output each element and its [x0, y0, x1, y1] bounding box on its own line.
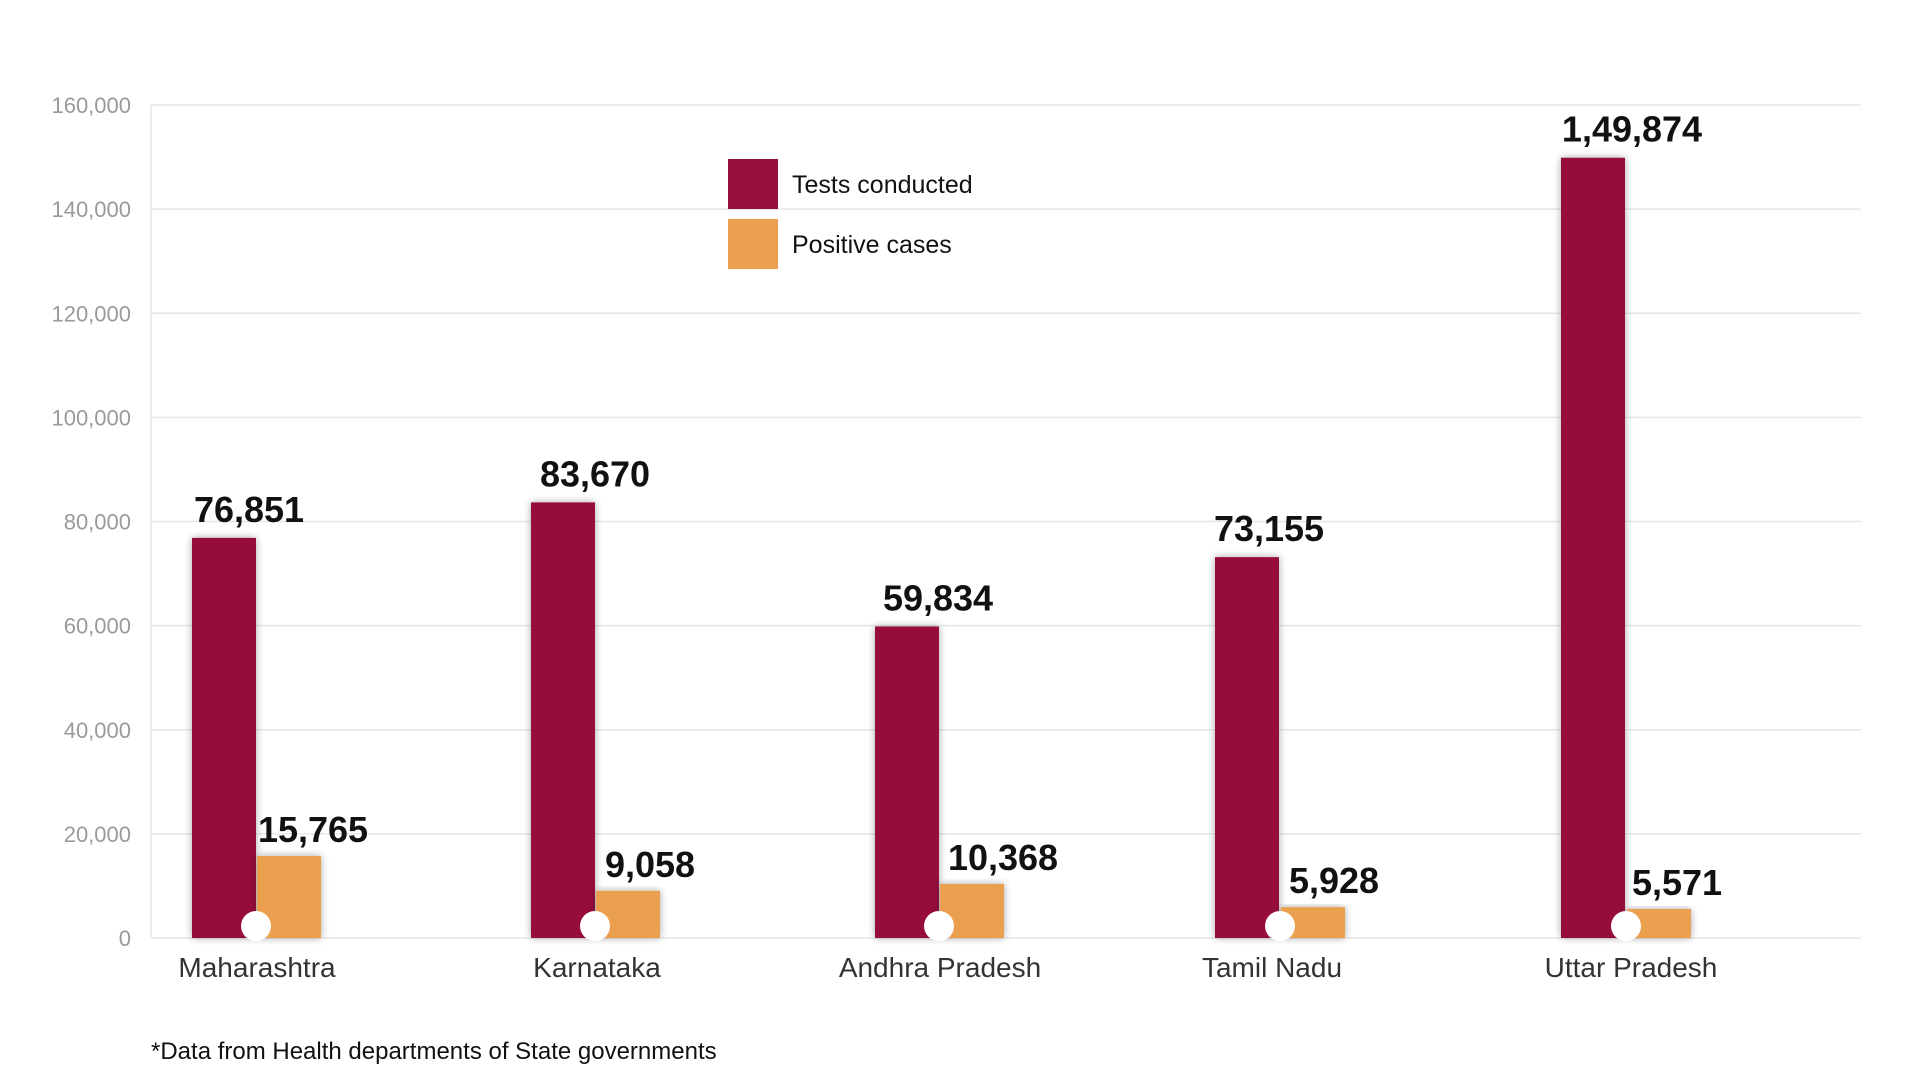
data-label-tests-conducted: 59,834 [883, 577, 993, 618]
x-tick-label: Maharashtra [178, 952, 336, 983]
gridlines [151, 104, 1861, 939]
legend-swatch [728, 159, 778, 209]
bar-tests-conducted [531, 502, 595, 938]
y-tick-label: 160,000 [51, 93, 131, 118]
base-marker-dot [580, 911, 610, 941]
bar-tests-conducted [1561, 157, 1625, 938]
y-tick-label: 140,000 [51, 197, 131, 222]
legend: Tests conducted Positive cases [728, 159, 973, 269]
y-tick-label: 80,000 [64, 510, 131, 535]
bar-group-maharashtra: 76,851 15,765 [192, 489, 368, 941]
x-axis: Maharashtra Karnataka Andhra Pradesh Tamil … [178, 952, 1717, 983]
base-marker-dot [924, 911, 954, 941]
data-label-positive-cases: 9,058 [605, 844, 695, 885]
base-marker-dot [241, 911, 271, 941]
x-tick-label: Uttar Pradesh [1545, 952, 1718, 983]
data-label-tests-conducted: 83,670 [540, 453, 650, 494]
x-tick-label: Andhra Pradesh [839, 952, 1041, 983]
data-label-positive-cases: 5,928 [1289, 860, 1379, 901]
data-label-positive-cases: 5,571 [1632, 862, 1722, 903]
data-label-positive-cases: 15,765 [258, 809, 368, 850]
data-label-positive-cases: 10,368 [948, 837, 1058, 878]
bar-group-andhra-pradesh: 59,834 10,368 [875, 577, 1058, 941]
y-tick-label: 20,000 [64, 822, 131, 847]
y-tick-label: 120,000 [51, 301, 131, 326]
data-label-tests-conducted: 76,851 [194, 489, 304, 530]
bars: 76,851 15,765 83,670 9,058 59,834 10,368 73,15… [192, 109, 1722, 941]
base-marker-dot [1611, 911, 1641, 941]
x-tick-label: Karnataka [533, 952, 661, 983]
bar-tests-conducted [1215, 557, 1279, 938]
bar-tests-conducted [875, 626, 939, 938]
legend-swatch [728, 219, 778, 269]
data-label-tests-conducted: 73,155 [1214, 508, 1324, 549]
x-tick-label: Tamil Nadu [1202, 952, 1342, 983]
y-axis: 0 20,000 40,000 60,000 80,000 100,000 120,000 1… [51, 93, 152, 951]
legend-label: Positive cases [792, 231, 952, 259]
bar-tests-conducted [192, 537, 256, 938]
legend-label: Tests conducted [792, 171, 973, 199]
bar-group-tamil-nadu: 73,155 5,928 [1214, 508, 1379, 941]
data-label-tests-conducted: 1,49,874 [1562, 109, 1702, 150]
y-tick-label: 100,000 [51, 405, 131, 430]
footnote: *Data from Health departments of State g… [151, 1038, 717, 1065]
base-marker-dot [1265, 911, 1295, 941]
bar-group-karnataka: 83,670 9,058 [531, 453, 695, 941]
y-tick-label: 0 [119, 926, 131, 951]
bar-group-uttar-pradesh: 1,49,874 5,571 [1561, 109, 1722, 941]
y-tick-label: 40,000 [64, 718, 131, 743]
y-tick-label: 60,000 [64, 614, 131, 639]
